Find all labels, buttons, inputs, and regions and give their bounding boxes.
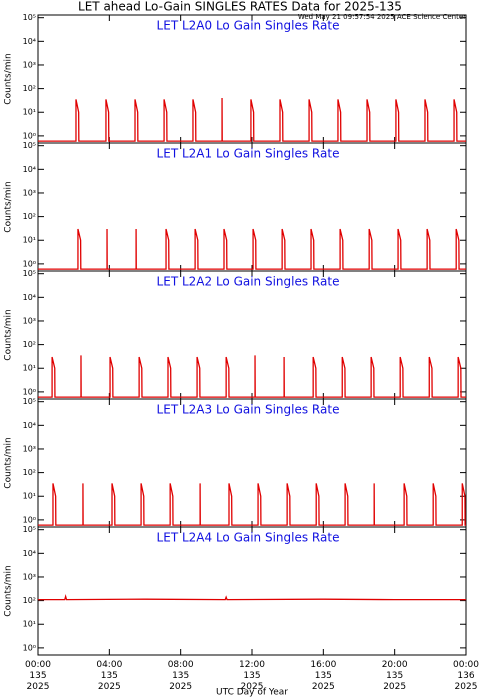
y-tick-label: 10⁵ (23, 269, 36, 278)
y-axis-label: Counts/min (4, 53, 14, 104)
plot-frame (37, 270, 467, 400)
y-axis-label: Counts/min (4, 437, 14, 488)
x-tick-label-line: 20:00 (382, 660, 408, 670)
x-tick-label: 08:00 135 2025 (168, 660, 194, 692)
data-line (38, 594, 466, 601)
x-tick-label-line: 135 (29, 671, 46, 681)
y-tick-label: 10⁰ (23, 387, 36, 396)
y-tick-label: 10¹ (23, 492, 36, 501)
y-tick-label: 10³ (23, 572, 36, 581)
y-tick-label: 10⁰ (23, 259, 36, 268)
x-tick-label-line: 135 (243, 671, 260, 681)
y-tick-label: 10⁰ (23, 643, 36, 652)
x-tick-label-line: 08:00 (168, 660, 194, 670)
x-tick-label-line: 135 (386, 671, 403, 681)
x-tick-label-line: 2025 (455, 682, 478, 692)
y-tick-label: 10¹ (23, 108, 36, 117)
y-tick-label: 10⁰ (23, 131, 36, 140)
plot-frame (37, 14, 467, 144)
x-tick-label: 00:00 135 2025 (25, 660, 51, 692)
y-tick-label: 10⁵ (23, 525, 36, 534)
x-tick-label-line: 12:00 (239, 660, 265, 670)
y-tick-label: 10² (23, 596, 36, 605)
x-tick-label-line: 2025 (98, 682, 121, 692)
y-tick-label: 10³ (23, 60, 36, 69)
y-tick-label: 10² (23, 340, 36, 349)
x-axis-label: UTC Day of Year (216, 688, 288, 698)
data-line (38, 483, 466, 526)
data-line (38, 355, 466, 398)
y-tick-label: 10² (23, 212, 36, 221)
x-tick-label-line: 16:00 (310, 660, 336, 670)
y-tick-label: 10¹ (23, 620, 36, 629)
page-title: LET ahead Lo-Gain SINGLES RATES Data for… (78, 0, 402, 14)
panel-title: LET L2A0 Lo Gain Singles Rate (157, 19, 340, 33)
y-tick-label: 10² (23, 84, 36, 93)
y-tick-label: 10³ (23, 188, 36, 197)
y-tick-label: 10⁴ (23, 293, 36, 302)
y-tick-label: 10⁴ (23, 165, 36, 174)
x-tick-label-line: 2025 (169, 682, 192, 692)
y-tick-label: 10⁴ (23, 421, 36, 430)
panel-title: LET L2A1 Lo Gain Singles Rate (157, 147, 340, 161)
x-tick-label-line: 2025 (312, 682, 335, 692)
x-tick-label-line: 135 (101, 671, 118, 681)
x-tick-label-line: 2025 (27, 682, 50, 692)
y-tick-label: 10³ (23, 444, 36, 453)
x-tick-label: 16:00 135 2025 (310, 660, 336, 692)
panel-title: LET L2A2 Lo Gain Singles Rate (157, 275, 340, 289)
y-tick-label: 10² (23, 468, 36, 477)
panel-title: LET L2A4 Lo Gain Singles Rate (157, 531, 340, 545)
plot-frame (37, 398, 467, 528)
x-tick-label-line: 136 (457, 671, 474, 681)
panel-title: LET L2A3 Lo Gain Singles Rate (157, 403, 340, 417)
x-tick-label: 00:00 136 2025 (453, 660, 479, 692)
x-tick-label-line: 00:00 (25, 660, 51, 670)
data-line (38, 228, 466, 270)
y-axis-label: Counts/min (4, 565, 14, 616)
y-tick-label: 10¹ (23, 364, 36, 373)
x-tick-label-line: 00:00 (453, 660, 479, 670)
x-tick-label-line: 2025 (383, 682, 406, 692)
x-tick-label-line: 04:00 (96, 660, 122, 670)
x-tick-label-line: 2025 (241, 682, 264, 692)
y-tick-label: 10⁰ (23, 515, 36, 524)
y-axis-label: Counts/min (4, 309, 14, 360)
y-axis-label: Counts/min (4, 181, 14, 232)
y-tick-label: 10⁵ (23, 397, 36, 406)
plot-frame (37, 142, 467, 272)
timestamp: Wed May 21 09:57:54 2025 ACE Science Cen… (298, 13, 466, 21)
x-tick-label: 20:00 135 2025 (382, 660, 408, 692)
x-tick-label-line: 135 (315, 671, 332, 681)
y-tick-label: 10³ (23, 316, 36, 325)
x-tick-label: 12:00 135 2025 (239, 660, 265, 692)
x-tick-label: 04:00 135 2025 (96, 660, 122, 692)
y-tick-label: 10⁴ (23, 37, 36, 46)
plot-frame (37, 526, 467, 656)
data-line (38, 98, 466, 142)
y-tick-label: 10⁵ (23, 13, 36, 22)
y-tick-label: 10⁵ (23, 141, 36, 150)
x-tick-label-line: 135 (172, 671, 189, 681)
y-tick-label: 10¹ (23, 236, 36, 245)
y-tick-label: 10⁴ (23, 549, 36, 558)
